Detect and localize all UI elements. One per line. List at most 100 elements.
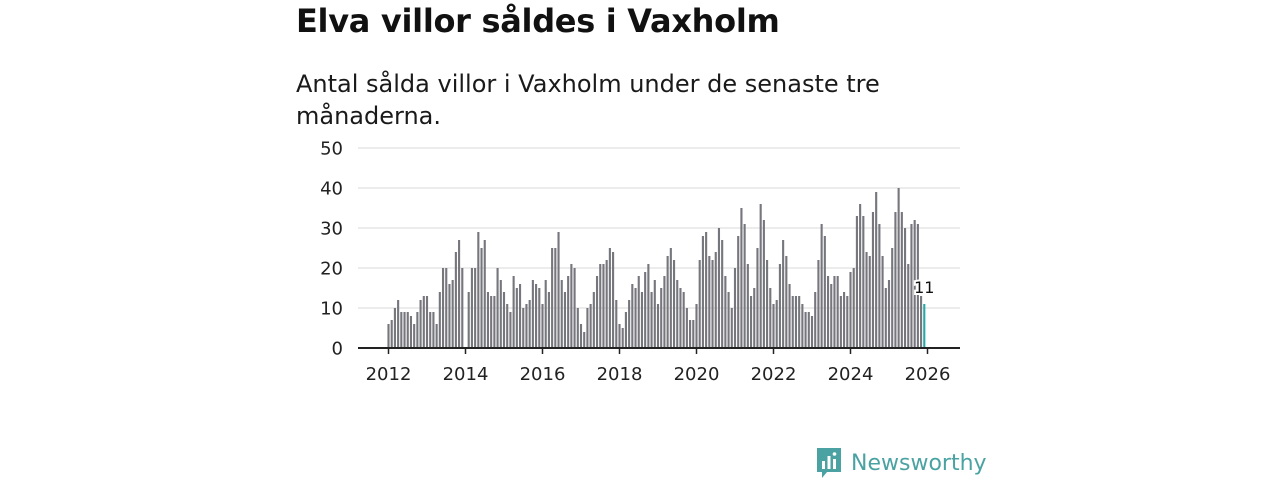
- bar: [663, 276, 666, 348]
- chart-title: Elva villor såldes i Vaxholm: [296, 2, 780, 40]
- chart-subtitle: Antal sålda villor i Vaxholm under de se…: [296, 70, 880, 130]
- bar: [689, 320, 692, 348]
- bar: [541, 304, 544, 348]
- bar: [538, 288, 541, 348]
- bar: [846, 296, 849, 348]
- bar: [727, 292, 730, 348]
- bar: [583, 332, 586, 348]
- bar: [698, 260, 701, 348]
- bar: [615, 300, 618, 348]
- bar: [400, 312, 403, 348]
- bar: [746, 264, 749, 348]
- bar: [871, 212, 875, 348]
- bar: [685, 308, 688, 348]
- bar: [859, 204, 862, 348]
- bar: [518, 284, 522, 348]
- bar: [499, 280, 502, 348]
- bar: [692, 320, 695, 348]
- bar: [403, 312, 406, 348]
- bar: [589, 304, 592, 348]
- newsworthy-logo-icon: [817, 448, 841, 478]
- bar: [666, 256, 669, 348]
- x-tick-label: 2012: [366, 364, 412, 385]
- bar: [470, 268, 473, 348]
- bar: [772, 304, 775, 348]
- bar: [441, 268, 445, 348]
- y-tick-label: 50: [320, 139, 343, 160]
- bar: [454, 252, 457, 348]
- bar: [839, 296, 842, 348]
- bar: [897, 188, 900, 348]
- bar: [743, 224, 746, 348]
- bar: [563, 292, 567, 348]
- bar: [778, 264, 781, 348]
- newsworthy-logo[interactable]: Newsworthy: [815, 446, 987, 480]
- bar: [605, 260, 608, 348]
- x-tick-label: 2026: [905, 364, 951, 385]
- bar: [756, 248, 759, 348]
- logo-text: Newsworthy: [851, 450, 987, 476]
- bar: [920, 296, 923, 348]
- bar: [448, 284, 451, 348]
- bar: [875, 192, 878, 348]
- bar: [881, 256, 884, 348]
- bar: [451, 280, 454, 348]
- bar: [493, 296, 496, 348]
- bar: [814, 292, 817, 348]
- bar: [887, 280, 891, 348]
- bar: [868, 256, 871, 348]
- bar: [833, 276, 836, 348]
- bar: [477, 232, 480, 348]
- bar: [878, 224, 881, 348]
- y-tick-label: 40: [320, 179, 343, 200]
- bar: [884, 288, 887, 348]
- bar: [387, 324, 390, 348]
- bar: [425, 296, 429, 348]
- bar: [413, 324, 416, 348]
- bar: [807, 312, 810, 348]
- bar: [429, 312, 432, 348]
- bar: [782, 240, 785, 348]
- bar: [547, 292, 550, 348]
- bar-highlight: [923, 304, 926, 348]
- bar: [525, 304, 528, 348]
- bar: [621, 328, 624, 348]
- bar: [634, 288, 637, 348]
- bar: [721, 240, 724, 348]
- bar: [557, 232, 560, 348]
- x-tick-label: 2020: [674, 364, 720, 385]
- bar: [586, 308, 589, 348]
- bar: [894, 212, 897, 348]
- bar: [474, 268, 477, 348]
- bar: [836, 276, 839, 348]
- bar: [628, 300, 631, 348]
- y-tick-label: 10: [320, 299, 343, 320]
- bar: [535, 284, 538, 348]
- bar: [506, 304, 509, 348]
- bar: [775, 300, 778, 348]
- bar: [672, 260, 676, 348]
- bar: [612, 252, 615, 348]
- bar: [573, 268, 576, 348]
- bar: [656, 304, 660, 348]
- bar: [432, 312, 435, 348]
- bar: [823, 236, 826, 348]
- bars: [387, 188, 926, 348]
- bar: [682, 292, 685, 348]
- bar: [785, 256, 788, 348]
- bar: [907, 264, 910, 348]
- bar: [458, 240, 461, 348]
- bar: [676, 280, 679, 348]
- bar: [637, 276, 640, 348]
- bar: [467, 292, 470, 348]
- bar-chart: 0 10 20 30 40 50 2012 2014 2016 2018 2020 2022 2024…: [320, 139, 960, 385]
- bar: [502, 292, 506, 348]
- bar: [551, 248, 554, 348]
- bar: [900, 212, 903, 348]
- bar: [544, 280, 547, 348]
- bar: [801, 304, 804, 348]
- bar: [762, 220, 765, 348]
- bar: [708, 256, 711, 348]
- x-tick-label: 2022: [751, 364, 797, 385]
- bar: [515, 288, 518, 348]
